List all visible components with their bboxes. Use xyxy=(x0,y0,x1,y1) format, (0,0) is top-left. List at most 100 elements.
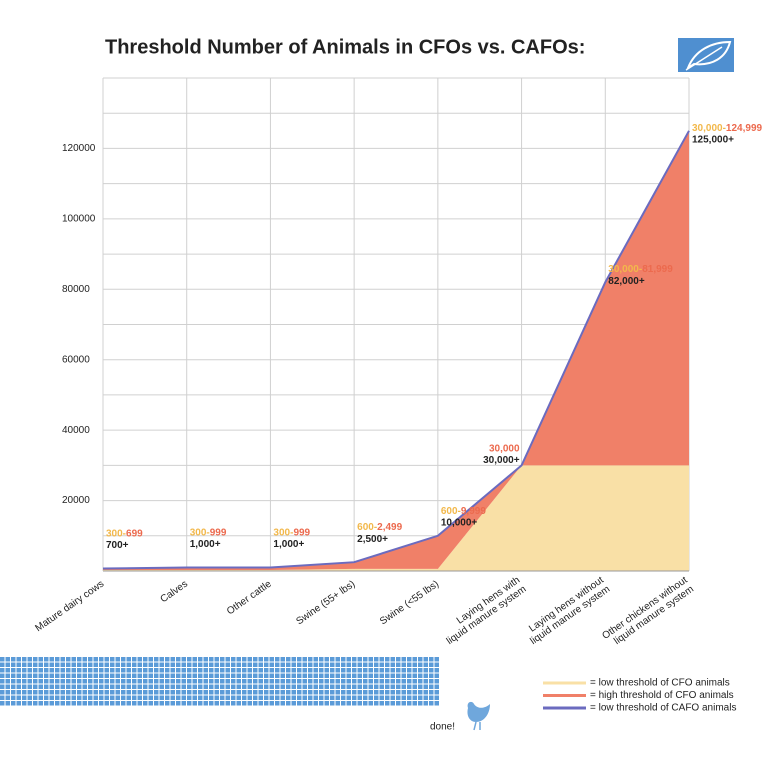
pixel xyxy=(209,668,214,673)
pixel xyxy=(170,657,175,662)
pixel xyxy=(236,701,241,706)
pixel xyxy=(126,701,131,706)
pixel xyxy=(55,695,60,700)
pixel xyxy=(308,668,313,673)
pixel xyxy=(115,701,120,706)
pixel xyxy=(236,690,241,695)
pixel xyxy=(319,690,324,695)
pixel xyxy=(357,662,362,667)
cfo-range-label: 600-9,999 xyxy=(441,505,486,516)
pixel xyxy=(247,668,252,673)
pixel-grid xyxy=(0,657,439,706)
pixel xyxy=(275,684,280,689)
pixel xyxy=(434,701,439,706)
pixel xyxy=(407,690,412,695)
pixel xyxy=(121,679,126,684)
pixel xyxy=(236,662,241,667)
value-label: 1,000+ xyxy=(273,539,304,550)
pixel xyxy=(357,684,362,689)
pixel xyxy=(137,673,142,678)
pixel xyxy=(159,657,164,662)
pixel xyxy=(99,673,104,678)
pixel xyxy=(335,679,340,684)
pixel xyxy=(418,657,423,662)
pixel xyxy=(363,662,368,667)
pixel xyxy=(38,662,43,667)
pixel xyxy=(159,662,164,667)
pixel xyxy=(423,668,428,673)
pixel xyxy=(209,690,214,695)
pixel xyxy=(352,684,357,689)
pixel xyxy=(280,690,285,695)
pixel xyxy=(88,690,93,695)
pixel xyxy=(66,684,71,689)
pixel xyxy=(225,657,230,662)
value-label: 124,999 xyxy=(726,122,763,133)
pixel xyxy=(192,668,197,673)
pixel xyxy=(148,662,153,667)
pixel xyxy=(181,690,186,695)
pixel xyxy=(225,701,230,706)
pixel xyxy=(159,668,164,673)
pixel xyxy=(44,684,49,689)
pixel xyxy=(302,690,307,695)
pixel xyxy=(280,662,285,667)
pixel xyxy=(104,684,109,689)
pixel xyxy=(60,690,65,695)
pixel xyxy=(22,690,27,695)
pixel xyxy=(209,657,214,662)
pixel xyxy=(88,673,93,678)
pixel xyxy=(429,679,434,684)
pixel xyxy=(247,701,252,706)
pixel xyxy=(258,657,263,662)
pixel xyxy=(429,701,434,706)
pixel xyxy=(401,695,406,700)
pixel xyxy=(159,695,164,700)
pixel xyxy=(214,679,219,684)
pixel xyxy=(181,684,186,689)
cfo-range-label: 30,000-124,999 xyxy=(692,122,763,133)
pixel xyxy=(423,684,428,689)
pixel xyxy=(33,668,38,673)
pixel xyxy=(99,679,104,684)
pixel xyxy=(401,679,406,684)
pixel xyxy=(99,690,104,695)
pixel xyxy=(5,668,10,673)
pixel xyxy=(148,684,153,689)
pixel xyxy=(93,662,98,667)
pixel xyxy=(137,657,142,662)
pixel xyxy=(66,673,71,678)
pixel xyxy=(374,679,379,684)
pixel xyxy=(170,690,175,695)
pixel xyxy=(77,668,82,673)
pixel xyxy=(209,684,214,689)
pixel xyxy=(181,701,186,706)
pixel xyxy=(0,684,5,689)
pixel xyxy=(242,657,247,662)
pixel xyxy=(77,679,82,684)
pixel xyxy=(341,695,346,700)
pixel xyxy=(324,657,329,662)
pixel xyxy=(214,701,219,706)
pixel xyxy=(115,657,120,662)
pixel xyxy=(368,679,373,684)
pixel xyxy=(104,701,109,706)
pixel xyxy=(313,657,318,662)
pixel xyxy=(209,701,214,706)
pixel xyxy=(82,679,87,684)
pixel xyxy=(434,695,439,700)
pixel xyxy=(44,690,49,695)
pixel xyxy=(126,673,131,678)
pixel xyxy=(330,657,335,662)
pixel xyxy=(170,684,175,689)
pixel xyxy=(269,673,274,678)
pixel xyxy=(110,657,115,662)
pixel xyxy=(38,657,43,662)
pixel xyxy=(121,684,126,689)
pixel xyxy=(22,662,27,667)
pixel xyxy=(159,679,164,684)
pixel xyxy=(44,668,49,673)
pixel xyxy=(247,673,252,678)
pixel xyxy=(302,701,307,706)
pixel xyxy=(82,690,87,695)
